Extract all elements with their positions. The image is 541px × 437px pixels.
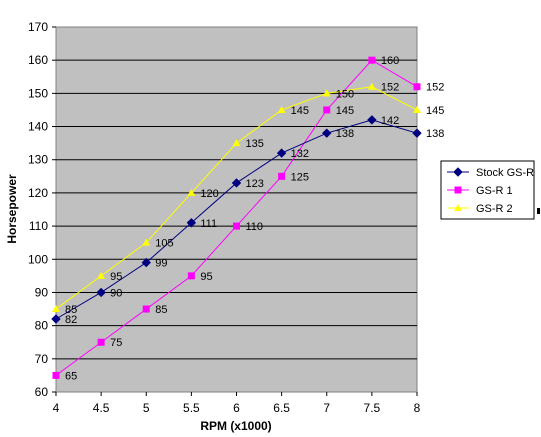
data-point: [186, 218, 197, 228]
x-tick-label: 7: [323, 401, 330, 415]
data-point: [232, 139, 241, 147]
y-tick-label: 160: [28, 53, 48, 67]
data-point: [277, 105, 286, 113]
data-point: [142, 305, 150, 313]
y-axis-title: Horsepower: [5, 174, 19, 244]
data-point: [278, 172, 286, 180]
data-point: [323, 106, 331, 114]
data-label: 142: [381, 115, 399, 127]
y-tick-label: 60: [35, 385, 49, 399]
data-label: 145: [291, 105, 309, 117]
data-label: 125: [291, 171, 309, 183]
x-tick-label: 7.5: [364, 401, 381, 415]
series-layer: [51, 56, 422, 379]
data-label: 145: [336, 105, 354, 117]
data-label: 123: [246, 178, 264, 190]
y-tick-label: 90: [35, 285, 49, 299]
data-point: [187, 272, 195, 280]
data-labels: 82 90 99 111 123 132 138 142 138 65 75 85 95 110 125 14…: [65, 55, 444, 382]
x-tick-label: 5.5: [183, 401, 200, 415]
legend-marker: [454, 186, 462, 194]
data-label: 138: [426, 128, 444, 140]
data-label: 95: [110, 271, 122, 283]
data-point: [233, 222, 240, 230]
data-point: [413, 105, 421, 113]
data-label: 75: [110, 337, 122, 349]
data-point: [368, 56, 376, 64]
legend: Stock GS-R GS-R 1 GS-R 2: [440, 160, 535, 220]
y-tick-label: 130: [28, 153, 48, 167]
data-point: [231, 178, 242, 188]
legend-entry: GS-R 2: [476, 203, 513, 215]
data-point: [322, 128, 332, 138]
data-point: [141, 257, 151, 268]
data-label: 85: [65, 304, 77, 316]
data-label: 120: [200, 188, 218, 200]
data-label: 82: [65, 314, 77, 326]
y-axis-ticks: 60 70 80 90 100 110 120 130 140 150 160 170: [28, 20, 56, 399]
data-label: 138: [336, 128, 354, 140]
data-point: [142, 238, 151, 246]
y-tick-label: 150: [28, 86, 48, 100]
data-label: 160: [381, 55, 399, 67]
legend-entry: Stock GS-R: [476, 167, 534, 179]
gridlines: [56, 59, 417, 360]
data-point: [97, 271, 106, 279]
data-label: 150: [336, 88, 354, 100]
data-label: 111: [200, 218, 217, 230]
data-label: 95: [200, 271, 212, 283]
data-label: 135: [246, 138, 264, 150]
y-tick-label: 100: [28, 252, 48, 266]
data-point: [97, 338, 105, 346]
data-label: 85: [155, 304, 167, 316]
y-tick-label: 120: [28, 186, 48, 200]
y-tick-label: 170: [28, 20, 48, 34]
data-label: 132: [291, 148, 309, 160]
legend-marker: [454, 204, 462, 211]
y-tick-label: 140: [28, 120, 48, 134]
data-point: [187, 188, 196, 196]
x-tick-label: 4.5: [93, 401, 110, 415]
data-label: 152: [426, 82, 444, 94]
data-label: 90: [110, 287, 122, 299]
y-tick-label: 80: [35, 319, 49, 333]
data-point: [51, 314, 61, 324]
x-tick-label: 8: [414, 401, 421, 415]
legend-marker: [453, 167, 463, 177]
data-point: [412, 128, 422, 138]
legend-marker-stub: [537, 208, 540, 214]
data-point: [52, 371, 60, 379]
data-label: 145: [426, 105, 444, 117]
legend-entry: GS-R 1: [476, 185, 513, 197]
data-point: [322, 89, 331, 97]
x-tick-label: 6: [233, 401, 240, 415]
data-point: [276, 148, 287, 158]
data-label: 99: [155, 258, 167, 270]
data-label: 110: [246, 221, 264, 233]
x-axis-ticks: 4 4.5 5 5.5 6 6.5 7 7.5 8: [53, 392, 421, 415]
y-tick-label: 70: [35, 352, 49, 366]
data-point: [96, 287, 106, 298]
x-tick-label: 5: [143, 401, 150, 415]
data-point: [367, 115, 377, 125]
data-label: 105: [155, 238, 173, 250]
x-tick-label: 4: [53, 401, 60, 415]
data-point: [367, 82, 376, 90]
data-point: [413, 83, 421, 91]
y-tick-label: 110: [29, 219, 48, 233]
data-point: [52, 305, 60, 313]
x-tick-label: 6.5: [273, 401, 290, 415]
data-label: 152: [381, 82, 399, 94]
data-label: 65: [65, 370, 77, 382]
x-axis-title: RPM (x1000): [200, 419, 271, 433]
